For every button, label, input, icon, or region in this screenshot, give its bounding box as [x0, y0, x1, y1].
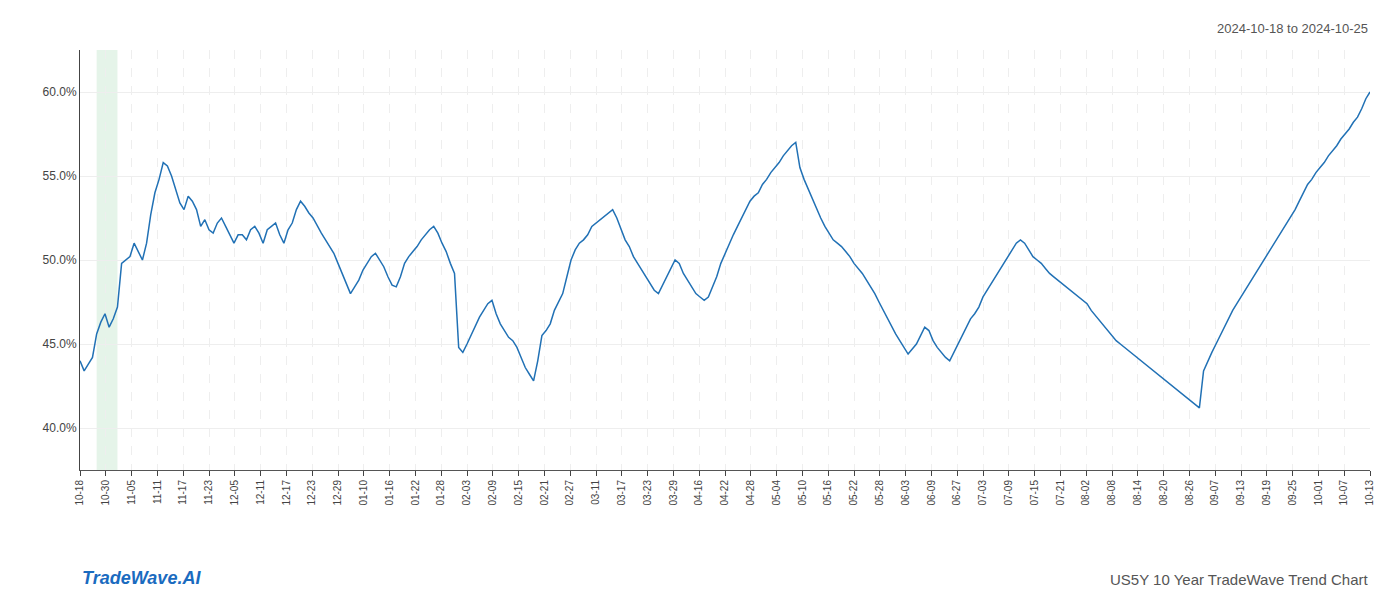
- svg-text:03-23: 03-23: [642, 480, 653, 506]
- svg-text:06-09: 06-09: [926, 480, 937, 506]
- svg-text:12-11: 12-11: [255, 480, 266, 505]
- svg-text:09-19: 09-19: [1261, 480, 1272, 506]
- svg-text:50.0%: 50.0%: [43, 253, 77, 267]
- svg-text:01-10: 01-10: [358, 480, 369, 506]
- svg-text:11-17: 11-17: [177, 480, 188, 505]
- svg-text:04-16: 04-16: [693, 480, 704, 506]
- svg-text:08-02: 08-02: [1080, 480, 1091, 506]
- svg-text:05-16: 05-16: [822, 480, 833, 506]
- svg-text:12-29: 12-29: [332, 480, 343, 506]
- svg-text:2024-10-18 to 2024-10-25: 2024-10-18 to 2024-10-25: [1217, 21, 1368, 36]
- svg-text:US5Y 10 Year TradeWave Trend C: US5Y 10 Year TradeWave Trend Chart: [1110, 571, 1368, 588]
- svg-text:07-09: 07-09: [1003, 480, 1014, 506]
- svg-text:10-01: 10-01: [1313, 480, 1324, 506]
- svg-text:08-14: 08-14: [1132, 480, 1143, 506]
- svg-text:55.0%: 55.0%: [43, 169, 77, 183]
- svg-text:02-27: 02-27: [564, 480, 575, 506]
- svg-text:01-16: 01-16: [384, 480, 395, 506]
- svg-text:11-11: 11-11: [152, 480, 163, 505]
- svg-text:40.0%: 40.0%: [43, 421, 77, 435]
- svg-text:02-03: 02-03: [461, 480, 472, 506]
- svg-text:02-21: 02-21: [539, 480, 550, 506]
- svg-text:09-25: 09-25: [1287, 480, 1298, 506]
- svg-text:03-11: 03-11: [590, 480, 601, 505]
- svg-text:04-22: 04-22: [719, 480, 730, 506]
- svg-text:05-22: 05-22: [848, 480, 859, 506]
- svg-text:10-30: 10-30: [100, 480, 111, 506]
- svg-text:07-15: 07-15: [1029, 480, 1040, 506]
- svg-text:08-26: 08-26: [1184, 480, 1195, 506]
- svg-text:05-04: 05-04: [771, 480, 782, 506]
- svg-text:45.0%: 45.0%: [43, 337, 77, 351]
- svg-text:12-05: 12-05: [229, 480, 240, 506]
- svg-text:TradeWave.AI: TradeWave.AI: [82, 568, 201, 588]
- svg-text:01-22: 01-22: [410, 480, 421, 506]
- svg-text:09-13: 09-13: [1235, 480, 1246, 506]
- svg-text:10-07: 10-07: [1338, 480, 1349, 506]
- svg-text:06-27: 06-27: [951, 480, 962, 506]
- svg-text:02-09: 02-09: [487, 480, 498, 506]
- svg-text:12-23: 12-23: [306, 480, 317, 506]
- svg-text:09-07: 09-07: [1209, 480, 1220, 506]
- svg-text:11-23: 11-23: [203, 480, 214, 505]
- svg-text:11-05: 11-05: [126, 480, 137, 505]
- svg-text:03-29: 03-29: [668, 480, 679, 506]
- svg-text:02-15: 02-15: [513, 480, 524, 506]
- svg-text:60.0%: 60.0%: [43, 85, 77, 99]
- svg-text:10-18: 10-18: [74, 480, 85, 506]
- svg-text:07-21: 07-21: [1055, 480, 1066, 506]
- svg-text:04-28: 04-28: [745, 480, 756, 506]
- svg-text:08-08: 08-08: [1106, 480, 1117, 506]
- svg-text:06-03: 06-03: [900, 480, 911, 506]
- svg-text:07-03: 07-03: [977, 480, 988, 506]
- svg-text:12-17: 12-17: [281, 480, 292, 506]
- svg-text:03-17: 03-17: [616, 480, 627, 506]
- svg-text:08-20: 08-20: [1158, 480, 1169, 506]
- svg-text:01-28: 01-28: [435, 480, 446, 506]
- svg-text:05-28: 05-28: [874, 480, 885, 506]
- svg-text:05-10: 05-10: [797, 480, 808, 506]
- svg-text:10-13: 10-13: [1364, 480, 1375, 506]
